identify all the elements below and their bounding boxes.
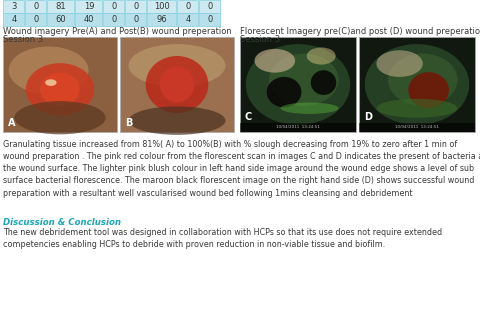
Bar (147, 13, 176, 26)
Bar (25, 13, 47, 26)
Text: 0: 0 (33, 2, 38, 11)
Bar (120, 37, 233, 132)
Text: 0: 0 (207, 2, 212, 11)
Bar (47, 13, 74, 26)
Ellipse shape (9, 47, 88, 94)
Ellipse shape (45, 79, 57, 86)
Text: D: D (363, 112, 371, 122)
Ellipse shape (376, 99, 456, 118)
Text: Wound imagery Pre(A) and Post(B) wound preperation: Wound imagery Pre(A) and Post(B) wound p… (3, 27, 231, 36)
Text: 0: 0 (207, 15, 212, 24)
Bar (199, 13, 220, 26)
Text: Granulating tissue increased from 81%( A) to 100%(B) with % slough decreasing fr: Granulating tissue increased from 81%( A… (3, 140, 480, 197)
Text: 0: 0 (133, 2, 138, 11)
Text: 100: 100 (154, 2, 169, 11)
Ellipse shape (310, 70, 336, 95)
Ellipse shape (26, 63, 94, 115)
Text: 0: 0 (33, 15, 38, 24)
Ellipse shape (280, 103, 338, 114)
Ellipse shape (387, 53, 456, 106)
Text: 0: 0 (111, 15, 116, 24)
Bar (177, 13, 198, 26)
Text: Discussion & Conclusion: Discussion & Conclusion (3, 218, 121, 227)
Ellipse shape (245, 44, 349, 125)
Bar (3, 13, 24, 26)
Bar (25, 0, 47, 12)
Text: The new debridement tool was designed in collaboration with HCPs so that its use: The new debridement tool was designed in… (3, 228, 441, 249)
Bar (75, 13, 102, 26)
Ellipse shape (40, 73, 80, 106)
Text: 0: 0 (133, 15, 138, 24)
Text: Florescent Imagery pre(C)and post (D) wound preperation: Florescent Imagery pre(C)and post (D) wo… (240, 27, 480, 36)
Text: 10/04/2011  13:24:51: 10/04/2011 13:24:51 (394, 126, 438, 129)
Text: 60: 60 (56, 15, 66, 24)
Text: A: A (8, 118, 15, 128)
Text: 4: 4 (12, 15, 17, 24)
Ellipse shape (14, 101, 106, 134)
Bar (125, 13, 146, 26)
Ellipse shape (364, 44, 468, 125)
Bar (47, 0, 74, 12)
Ellipse shape (254, 49, 295, 73)
Ellipse shape (266, 77, 301, 107)
Bar (177, 0, 198, 12)
Bar (147, 0, 176, 12)
Text: 10/04/2011  13:24:51: 10/04/2011 13:24:51 (276, 126, 319, 129)
Text: C: C (244, 112, 252, 122)
Text: 96: 96 (156, 15, 167, 24)
Text: 0: 0 (111, 2, 116, 11)
Bar (75, 0, 102, 12)
Bar (240, 123, 355, 132)
Ellipse shape (408, 72, 448, 108)
Bar (3, 37, 117, 132)
Bar (125, 0, 146, 12)
Bar (103, 0, 124, 12)
Ellipse shape (159, 67, 194, 103)
Bar (358, 37, 474, 132)
Bar (199, 0, 220, 12)
Bar (103, 13, 124, 26)
Text: 81: 81 (56, 2, 66, 11)
Ellipse shape (306, 48, 335, 65)
Text: 3: 3 (12, 2, 17, 11)
Text: B: B (125, 118, 132, 128)
Text: 19: 19 (84, 2, 94, 11)
Bar (240, 37, 355, 132)
Text: Session 3: Session 3 (240, 35, 279, 44)
Text: 40: 40 (84, 15, 94, 24)
Text: 0: 0 (185, 2, 190, 11)
Ellipse shape (376, 50, 422, 77)
Text: 4: 4 (185, 15, 190, 24)
Ellipse shape (128, 44, 225, 87)
Ellipse shape (268, 53, 338, 106)
Text: Session 3: Session 3 (3, 35, 43, 44)
Bar (358, 123, 474, 132)
Ellipse shape (145, 56, 208, 113)
Ellipse shape (128, 106, 225, 135)
Bar (3, 0, 24, 12)
